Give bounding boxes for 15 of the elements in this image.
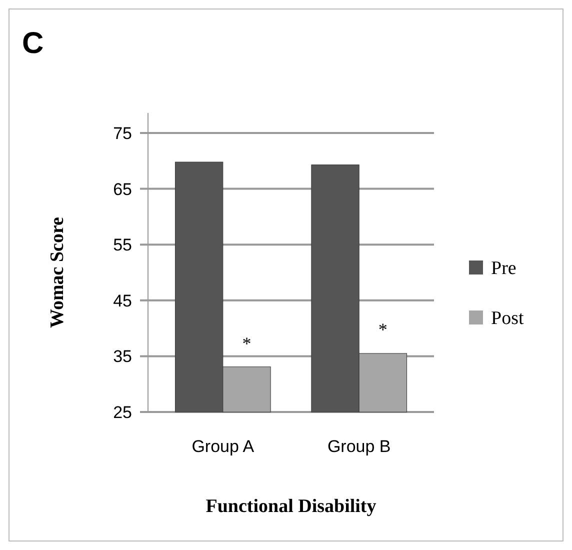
x-axis-title: Functional Disability: [206, 496, 377, 517]
legend-label: Post: [491, 308, 524, 330]
y-tick-label: 35: [113, 347, 132, 366]
legend-label: Pre: [491, 258, 516, 280]
y-tick-label: 45: [113, 291, 132, 310]
chart-title: C: [22, 27, 44, 60]
x-tick-label: Group B: [327, 437, 391, 456]
annotation: *: [242, 333, 252, 354]
annotation: *: [378, 319, 388, 340]
y-tick-label: 55: [113, 236, 132, 255]
x-tick-label: Group A: [192, 437, 255, 456]
y-axis-title: Womac Score: [47, 217, 68, 328]
y-tick-label: 75: [113, 124, 132, 143]
y-tick-label: 65: [113, 180, 132, 199]
y-tick-label: 25: [113, 402, 132, 422]
